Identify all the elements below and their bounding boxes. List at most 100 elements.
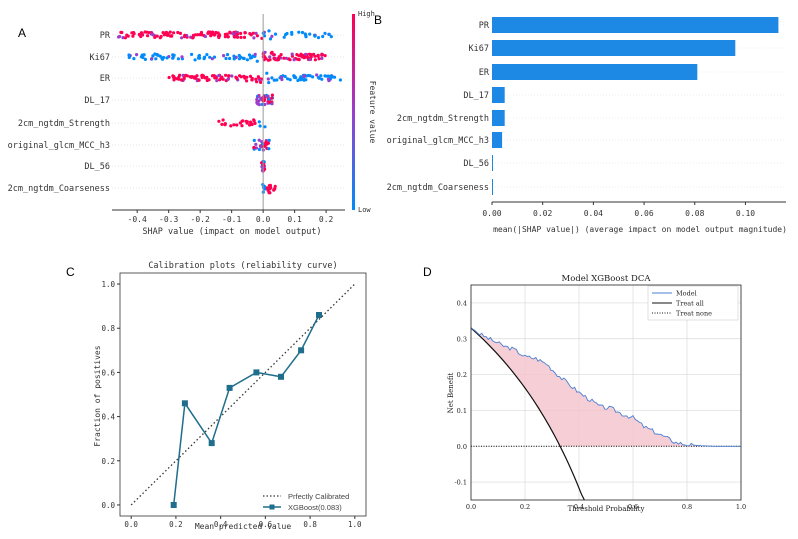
shap-point: [172, 31, 176, 35]
shap-point: [270, 76, 274, 80]
shap-point: [161, 30, 165, 35]
shap-point: [253, 52, 257, 57]
shap-point: [159, 34, 163, 39]
shap-point: [290, 52, 294, 56]
shap-point: [288, 58, 292, 62]
shap-point: [272, 78, 276, 82]
shap-point: [153, 35, 157, 40]
shap-point: [273, 32, 278, 36]
x-tick-label: 0.0: [256, 215, 271, 224]
shap-point: [251, 31, 255, 35]
x-tick-label: 1.0: [736, 503, 746, 511]
colorbar-low-label: Low: [358, 206, 371, 214]
x-axis-label: mean(|SHAP value|) (average impact on mo…: [493, 225, 787, 234]
shap-point: [262, 34, 267, 38]
category-label: 2cm_ngtdm_Coarseness: [387, 183, 489, 193]
bar: [492, 40, 736, 56]
shap-point: [210, 57, 214, 61]
x-tick-label: -0.3: [159, 215, 178, 224]
shap-point: [257, 138, 261, 142]
shap-point: [299, 75, 303, 79]
shap-point: [329, 35, 333, 39]
shap-point: [195, 74, 199, 78]
shap-point: [220, 122, 224, 126]
x-tick-label: 0.06: [634, 209, 653, 218]
legend-label-model: Model: [676, 290, 697, 298]
shap-point: [306, 55, 310, 60]
shap-point: [209, 34, 213, 38]
shap-point: [166, 33, 170, 38]
feature-label: DL_56: [84, 162, 110, 172]
xgboost-marker: [316, 312, 322, 318]
shap-point: [263, 125, 267, 129]
shap-point: [207, 78, 211, 82]
x-tick-label: 0.8: [303, 520, 317, 529]
shap-point: [245, 79, 249, 83]
shap-point: [238, 74, 242, 78]
x-tick-label: 1.0: [348, 520, 362, 529]
shap-point: [119, 30, 123, 34]
shap-point: [321, 34, 325, 39]
x-axis-label: Mean predicted value: [195, 522, 292, 531]
shap-point: [218, 78, 222, 82]
shap-point: [327, 32, 331, 37]
shap-point: [323, 54, 327, 58]
shap-point: [316, 53, 320, 57]
shap-point: [225, 53, 230, 57]
shap-point: [263, 102, 267, 107]
panel-a-shap-summary: -0.4 -0.3 -0.2 -0.1 0.0 0.1 0.2 PR Ki67 ER DL_17 2…: [8, 10, 377, 237]
shap-point: [292, 58, 296, 62]
panel-c-calibration: Calibration plots (reliability curve) 0.…: [93, 261, 367, 531]
shap-point: [191, 33, 196, 38]
shap-point: [259, 144, 263, 149]
xgboost-marker: [226, 384, 233, 391]
x-tick-label: -0.1: [222, 215, 241, 224]
shap-point: [268, 58, 272, 62]
shap-point: [242, 56, 246, 61]
shap-point: [304, 33, 308, 37]
bar: [492, 64, 698, 80]
shap-point: [131, 34, 135, 38]
legend: Prfectly Calibrated XGBoost(0.083): [263, 492, 349, 512]
shap-point: [232, 54, 236, 58]
shap-point: [175, 77, 179, 81]
bar: [492, 17, 779, 33]
shap-point: [304, 52, 308, 57]
shap-point: [223, 123, 227, 127]
shap-point: [147, 30, 151, 35]
shap-point: [226, 77, 230, 81]
shap-point: [222, 54, 226, 58]
shap-point: [267, 29, 271, 33]
shap-point: [267, 190, 271, 194]
shap-point: [266, 77, 270, 81]
y-tick-label: 0.8: [101, 324, 115, 333]
shap-point: [217, 35, 221, 40]
shap-point: [150, 57, 154, 61]
chart-title: Calibration plots (reliability curve): [148, 261, 337, 271]
shap-point: [245, 121, 249, 125]
shap-point: [266, 94, 270, 98]
shap-point: [326, 74, 331, 78]
shap-point: [299, 78, 303, 82]
x-tick-label: 0.04: [584, 209, 603, 218]
shap-point: [253, 121, 257, 125]
shap-point: [252, 138, 256, 142]
shap-point: [252, 145, 256, 150]
shap-point: [200, 75, 204, 80]
legend: Model Treat all Treat none: [647, 285, 739, 321]
shap-point: [127, 55, 131, 60]
y-tick-label: 0.4: [457, 299, 467, 307]
shap-point: [126, 34, 130, 38]
perfect-calibration-line: [130, 283, 356, 506]
shap-point: [139, 55, 144, 59]
shap-point: [317, 57, 321, 61]
shap-point: [269, 51, 273, 55]
shap-point: [282, 56, 286, 60]
shap-point: [250, 55, 254, 60]
shap-point: [217, 119, 221, 123]
shap-point: [252, 118, 256, 122]
shap-point: [117, 34, 122, 39]
shap-point: [221, 118, 225, 122]
shap-point: [171, 53, 175, 57]
